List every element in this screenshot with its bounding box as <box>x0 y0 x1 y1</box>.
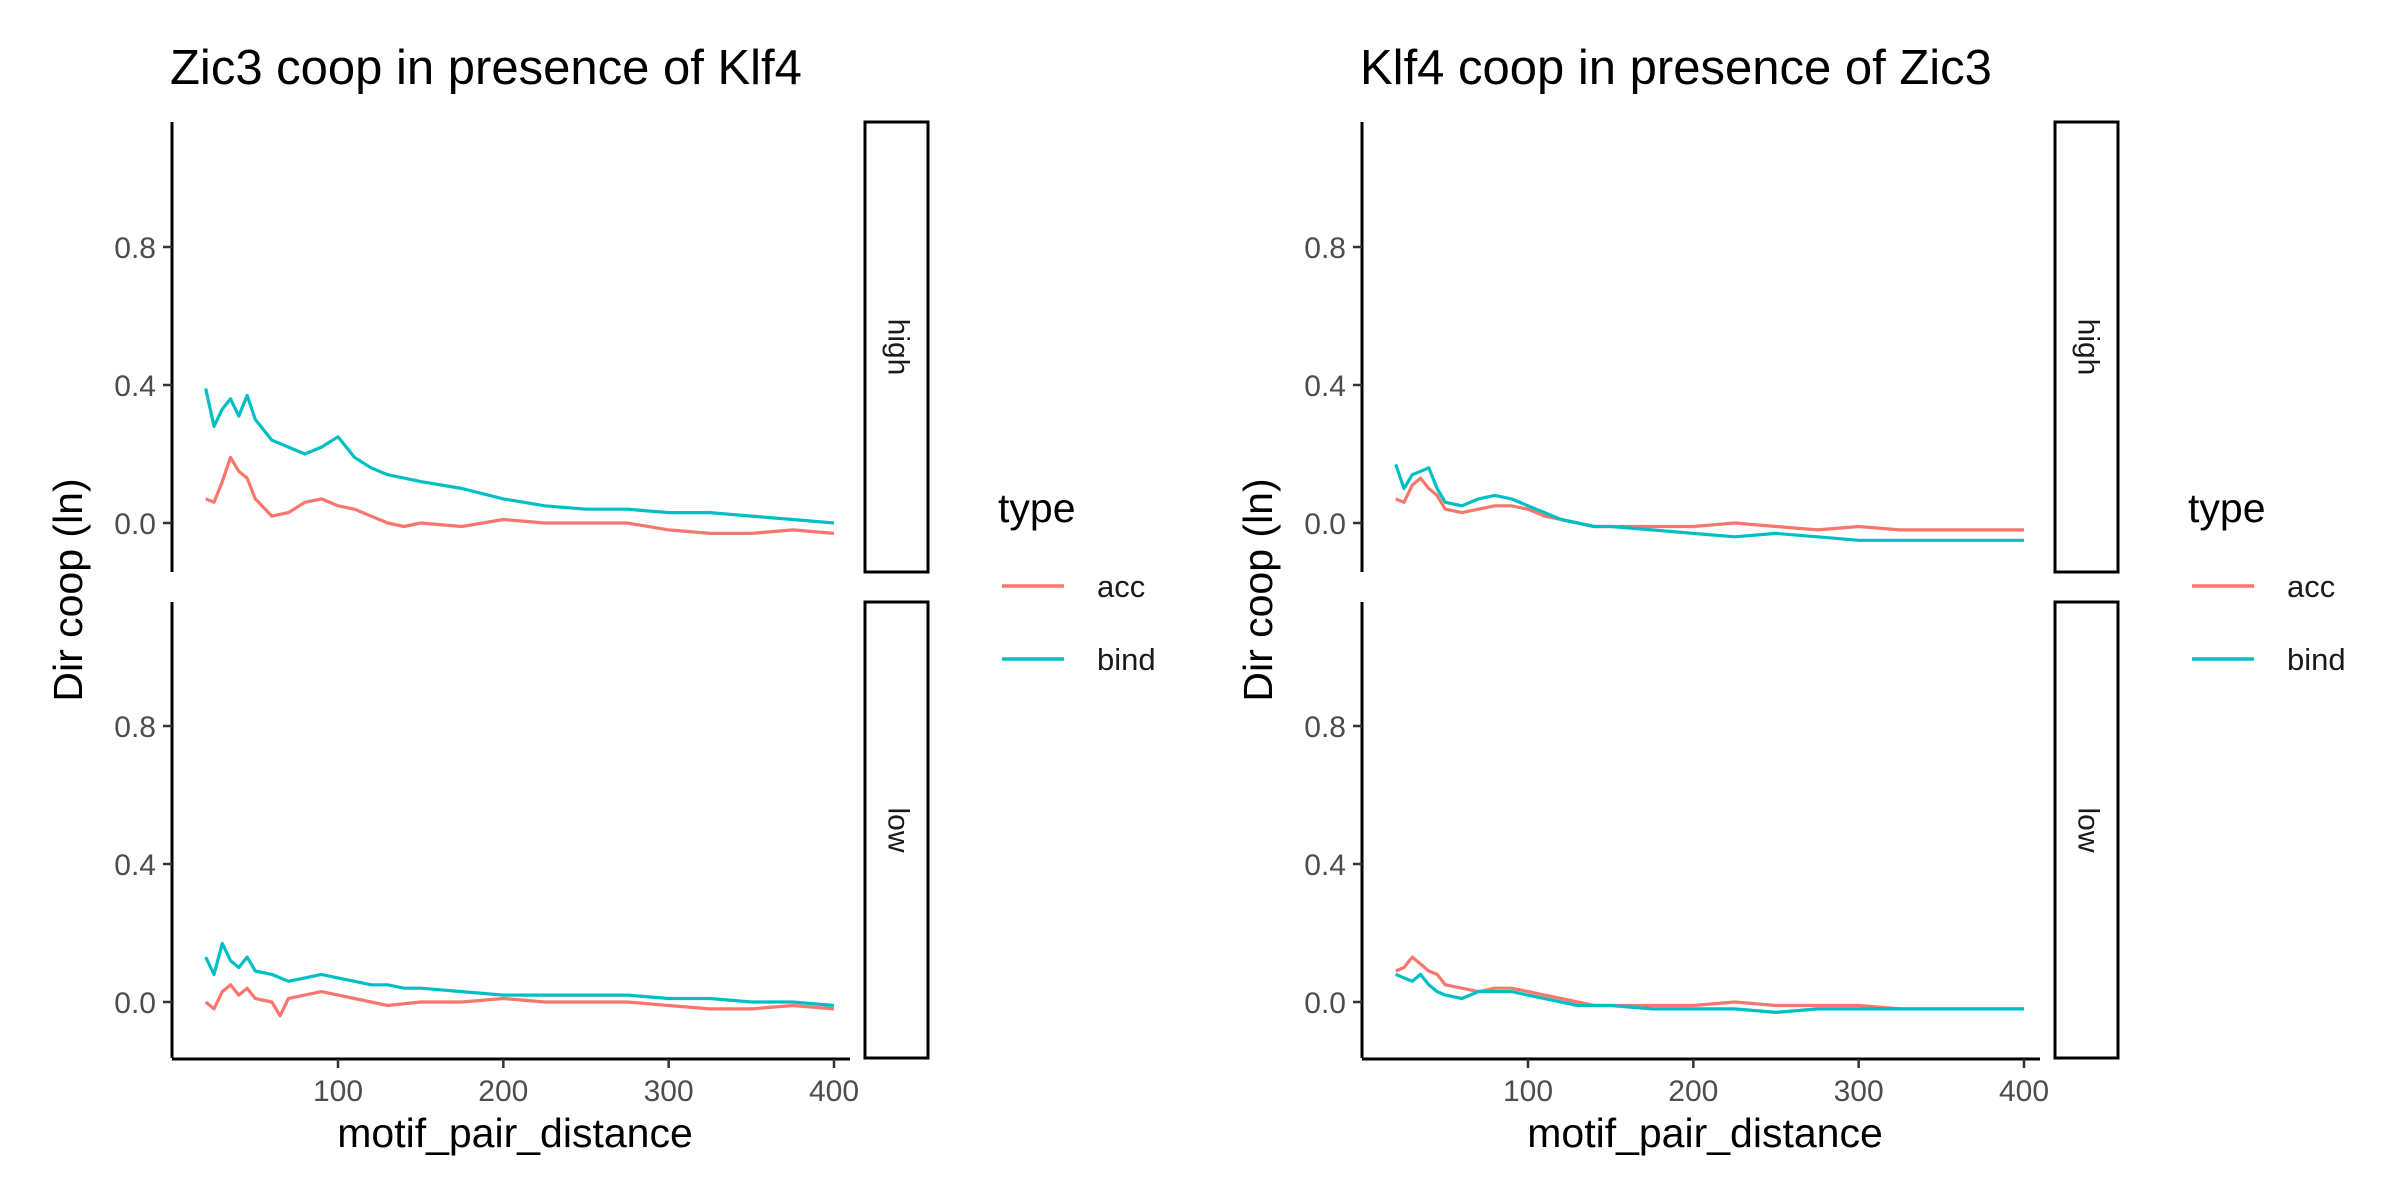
facet-strip <box>2053 600 2120 1060</box>
facet-low: 0.0 0.4 0.8 low <box>114 600 930 1060</box>
series-line-bind <box>1394 463 2024 542</box>
chart-title: Zic3 coop in presence of Klf4 <box>170 41 802 95</box>
y-tick-label: 0.4 <box>1304 370 1346 403</box>
legend-label-acc: acc <box>2287 569 2335 604</box>
y-tick-label: 0.4 <box>1304 849 1346 882</box>
series-line-acc <box>204 983 835 1018</box>
y-tick-label: 0.0 <box>114 987 156 1020</box>
y-tick-label: 0.8 <box>114 711 156 744</box>
facet-label: high <box>2072 319 2105 376</box>
series-line-bind <box>1395 972 2024 1015</box>
chart-panel-2: Klf4 coop in presence of Zic3 0.0 0.4 0.8 hi… <box>1235 41 2346 1156</box>
series-line-bind <box>204 941 835 1008</box>
legend: type acc bind <box>998 485 1156 677</box>
x-tick-label: 300 <box>1834 1075 1884 1108</box>
y-tick-label: 0.4 <box>114 849 156 882</box>
y-tick-label: 0.0 <box>1304 508 1346 541</box>
y-tick-label: 0.0 <box>1304 987 1346 1020</box>
y-tick-label: 0.8 <box>114 232 156 265</box>
facet-strip <box>863 600 930 1060</box>
legend-label-bind: bind <box>1097 642 1156 677</box>
x-tick-label: 200 <box>478 1075 528 1108</box>
x-tick-label: 400 <box>809 1075 859 1108</box>
facet-low: 0.0 0.4 0.8 low <box>1304 600 2120 1060</box>
series-line-bind <box>204 388 835 525</box>
facet-high: 0.0 0.4 0.8 high <box>1304 120 2120 574</box>
x-tick-label: 100 <box>313 1075 363 1108</box>
series-line-acc <box>205 455 835 536</box>
x-tick-label: 100 <box>1503 1075 1553 1108</box>
x-tick-label: 300 <box>644 1075 694 1108</box>
x-axis-title: motif_pair_distance <box>337 1110 693 1156</box>
y-axis-title: Dir coop (ln) <box>45 478 91 701</box>
legend: type acc bind <box>2188 485 2346 677</box>
y-tick-label: 0.8 <box>1304 232 1346 265</box>
facet-label: low <box>2072 807 2105 852</box>
facet-label: low <box>882 807 915 852</box>
legend-label-bind: bind <box>2287 642 2346 677</box>
x-tick-label: 400 <box>1999 1075 2049 1108</box>
facet-label: high <box>882 319 915 376</box>
y-tick-label: 0.0 <box>114 508 156 541</box>
x-axis-title: motif_pair_distance <box>1527 1110 1883 1156</box>
facet-strip <box>863 120 930 574</box>
legend-label-acc: acc <box>1097 569 1145 604</box>
y-tick-label: 0.8 <box>1304 711 1346 744</box>
chart-panel-1: Zic3 coop in presence of Klf4 0.0 0.4 0.8 hi… <box>45 41 1156 1156</box>
series-line-acc <box>1395 476 2024 532</box>
y-tick-label: 0.4 <box>114 370 156 403</box>
facet-strip <box>2053 120 2120 574</box>
facet-high: 0.0 0.4 0.8 high <box>114 120 930 574</box>
y-axis-title: Dir coop (ln) <box>1235 478 1281 701</box>
legend-title: type <box>998 485 1076 531</box>
legend-title: type <box>2188 485 2266 531</box>
chart-title: Klf4 coop in presence of Zic3 <box>1360 41 1992 95</box>
x-tick-label: 200 <box>1668 1075 1718 1108</box>
series-line-acc <box>1395 955 2024 1011</box>
